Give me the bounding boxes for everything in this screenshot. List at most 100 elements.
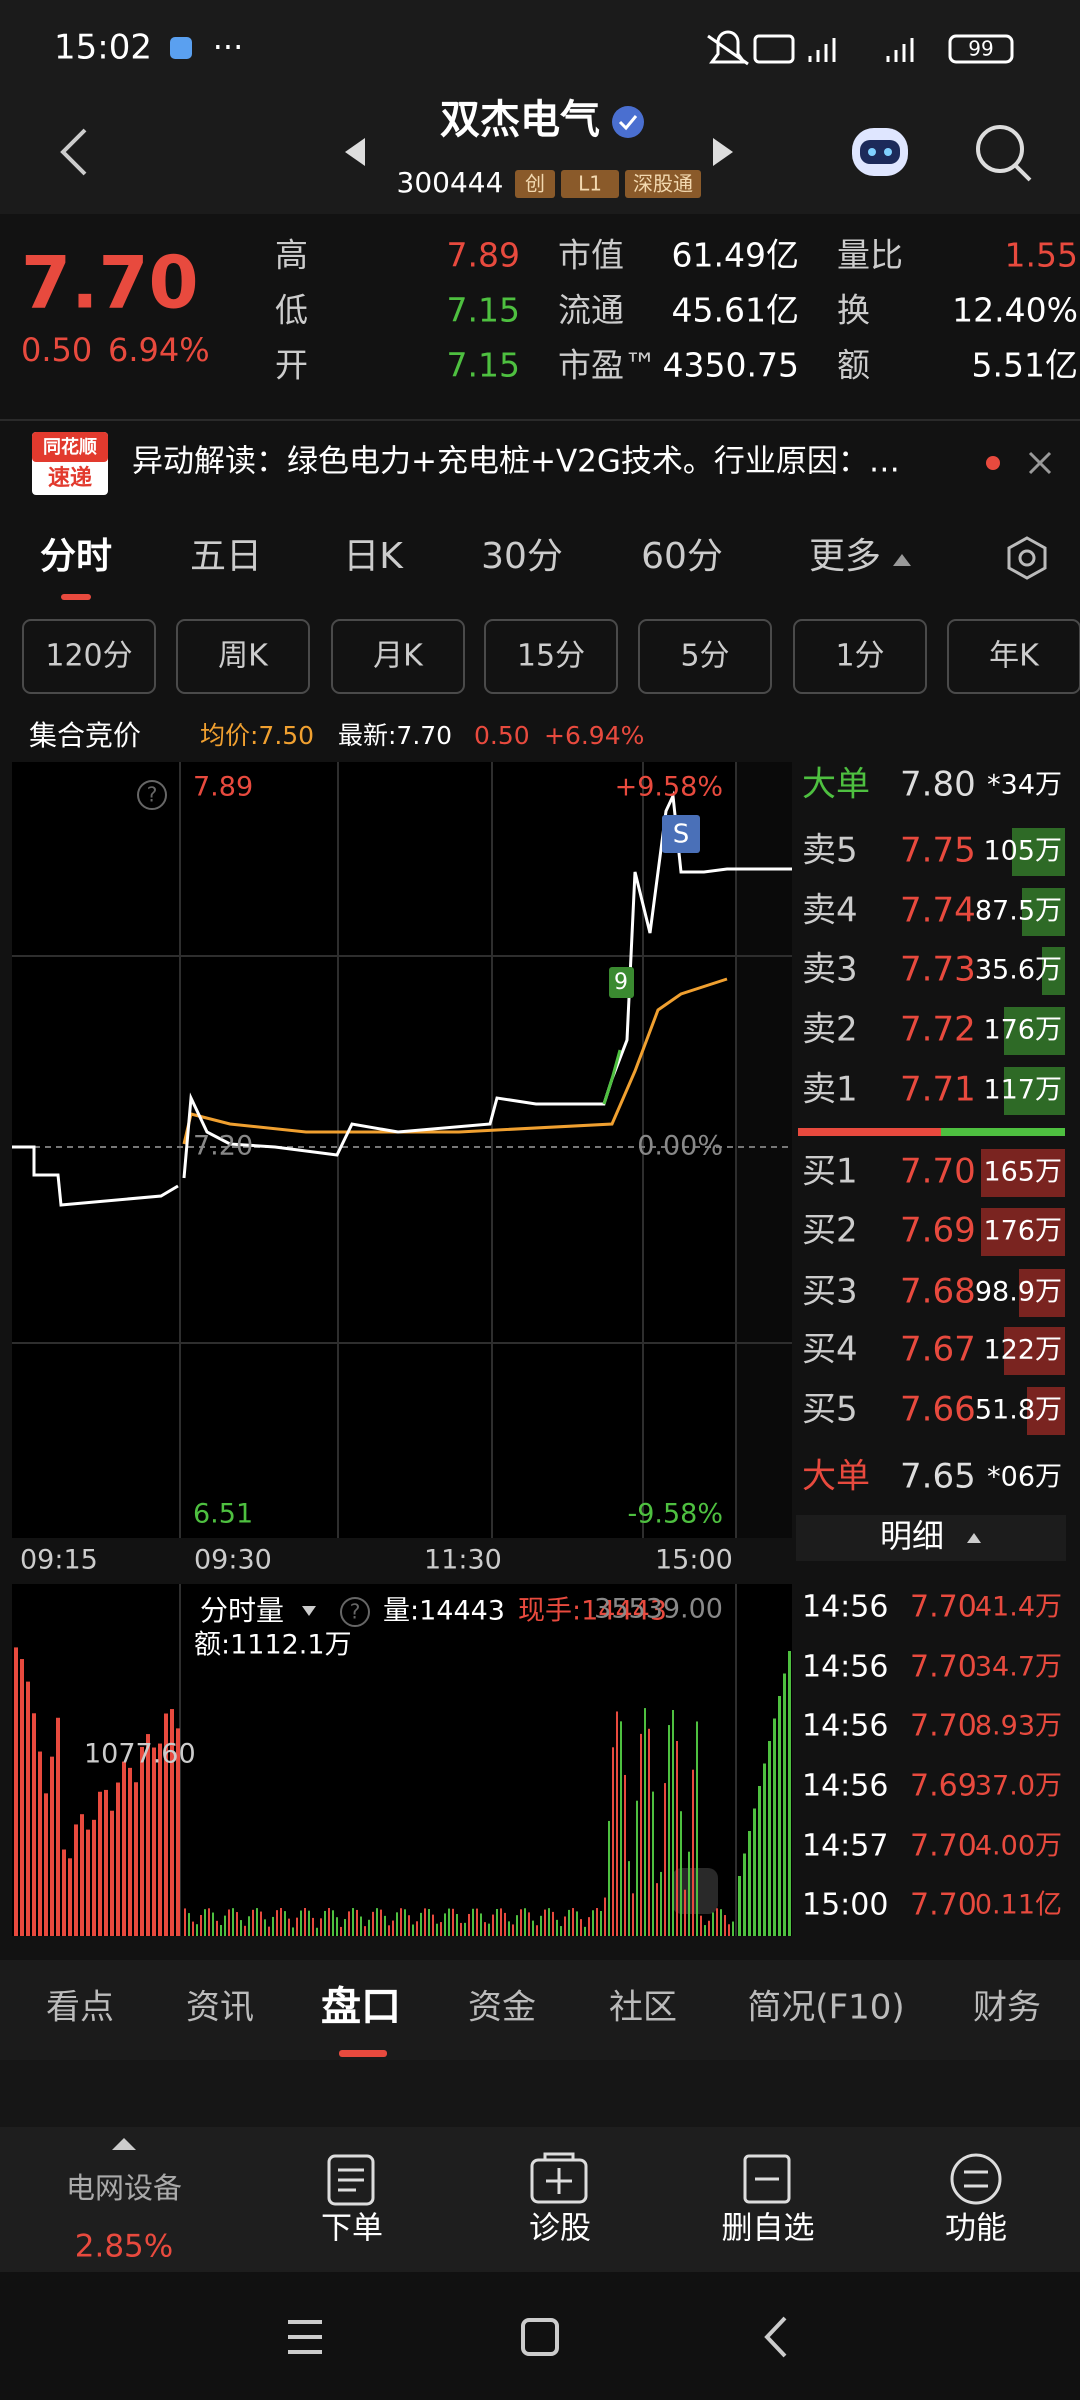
volume-bar bbox=[392, 1920, 394, 1936]
volume-bar bbox=[216, 1920, 218, 1936]
period-tab[interactable]: 分时 bbox=[40, 536, 112, 577]
period-button-label[interactable]: 周K bbox=[218, 639, 269, 674]
volume-help-icon[interactable] bbox=[340, 1597, 370, 1627]
period-button[interactable] bbox=[947, 619, 1080, 694]
volume-bar bbox=[192, 1921, 194, 1936]
ask-volume: 87.5万 bbox=[975, 896, 1062, 927]
volume-bar bbox=[38, 1751, 42, 1936]
stat-value: 4350.75 bbox=[663, 346, 799, 385]
bottom-tab[interactable]: 社区 bbox=[609, 1988, 677, 2028]
volume-bar bbox=[664, 1783, 666, 1936]
bid-price: 7.66 bbox=[900, 1390, 976, 1430]
ask-price: 7.71 bbox=[900, 1070, 976, 1110]
volume-bar bbox=[624, 1774, 626, 1936]
volume-selector[interactable]: 分时量 bbox=[200, 1594, 284, 1627]
period-button[interactable] bbox=[176, 619, 310, 694]
volume-bar bbox=[220, 1925, 222, 1936]
period-button-label[interactable]: 15分 bbox=[517, 639, 585, 674]
stock-tag: L1 bbox=[578, 172, 602, 196]
volume-bar bbox=[56, 1717, 60, 1936]
next-stock[interactable] bbox=[713, 138, 733, 166]
volume-bar bbox=[372, 1911, 374, 1936]
bid-volume: 98.9万 bbox=[975, 1277, 1062, 1308]
toolbar-action[interactable]: 功能 bbox=[945, 2211, 1007, 2247]
stat-label: 额 bbox=[837, 346, 870, 385]
toolbar-action[interactable]: 删自选 bbox=[722, 2211, 815, 2247]
volume-bar bbox=[536, 1925, 538, 1936]
robot-icon[interactable] bbox=[852, 128, 908, 176]
prev-stock[interactable] bbox=[345, 138, 365, 166]
stock-name: 双杰电气 bbox=[440, 97, 600, 143]
period-tab[interactable]: 日K bbox=[343, 536, 404, 577]
volume-bar bbox=[580, 1919, 582, 1936]
detail-volume: 0.11亿 bbox=[975, 1890, 1062, 1921]
big-buy-volume: *06万 bbox=[987, 1462, 1062, 1493]
banner-close[interactable] bbox=[1028, 451, 1052, 475]
volume-bar bbox=[628, 1861, 630, 1936]
banner-text[interactable]: 异动解读：绿色电力+充电桩+V2G技术。行业原因：… bbox=[132, 444, 900, 480]
period-button[interactable] bbox=[638, 619, 772, 694]
period-button[interactable] bbox=[22, 619, 156, 694]
volume-bar bbox=[158, 1743, 162, 1936]
period-tab[interactable]: 60分 bbox=[641, 536, 723, 577]
latest-price: 最新:7.70 bbox=[338, 721, 452, 750]
volume-bar bbox=[528, 1912, 530, 1936]
volume-bar bbox=[110, 1810, 114, 1936]
bottom-tab[interactable]: 财务 bbox=[973, 1988, 1041, 2028]
tab-underline bbox=[61, 594, 91, 600]
bottom-tab[interactable]: 资金 bbox=[468, 1988, 536, 2028]
back-button[interactable] bbox=[60, 128, 87, 176]
expand-button[interactable] bbox=[672, 1868, 718, 1914]
period-button-label[interactable]: 年K bbox=[989, 639, 1040, 674]
bottom-tab[interactable]: 简况(F10) bbox=[747, 1988, 904, 2028]
bottom-tab[interactable]: 看点 bbox=[46, 1988, 114, 2028]
detail-title[interactable]: 明细 bbox=[880, 1517, 944, 1555]
period-button[interactable] bbox=[484, 619, 618, 694]
bottom-tab[interactable]: 盘口 bbox=[321, 1984, 401, 2030]
nav-buttons[interactable] bbox=[288, 2316, 787, 2358]
volume-bar bbox=[92, 1819, 96, 1936]
volume-bar bbox=[576, 1911, 578, 1936]
detail-price: 7.69 bbox=[910, 1769, 977, 1804]
toolbar-action[interactable]: 诊股 bbox=[529, 2211, 591, 2247]
volume-bar bbox=[448, 1908, 450, 1936]
search-button[interactable] bbox=[976, 125, 1032, 182]
period-button-label[interactable]: 1分 bbox=[835, 639, 884, 674]
period-button[interactable] bbox=[331, 619, 465, 694]
volume-bar bbox=[140, 1746, 144, 1936]
period-button[interactable] bbox=[793, 619, 927, 694]
order-volume-bar bbox=[1012, 828, 1065, 876]
period-button-label[interactable]: 月K bbox=[373, 639, 424, 674]
time-axis-label: 09:15 bbox=[20, 1545, 98, 1576]
ask-label: 卖4 bbox=[802, 891, 858, 931]
volume-bar bbox=[676, 1740, 678, 1936]
period-button-label[interactable]: 5分 bbox=[680, 639, 729, 674]
period-button-label[interactable]: 120分 bbox=[45, 639, 132, 674]
help-icon[interactable] bbox=[137, 780, 167, 810]
volume-bar bbox=[492, 1914, 494, 1936]
volume-bar bbox=[672, 1710, 674, 1936]
toolbar-action[interactable]: 下单 bbox=[321, 2211, 383, 2247]
volume-bar bbox=[732, 1921, 734, 1936]
ask-price: 7.73 bbox=[900, 950, 976, 990]
order-volume-bar bbox=[1004, 1007, 1065, 1055]
volume-bar bbox=[152, 1747, 156, 1936]
period-tab[interactable]: 更多 bbox=[809, 536, 881, 577]
detail-price: 7.70 bbox=[910, 1829, 977, 1864]
bottom-tab[interactable]: 资讯 bbox=[186, 1988, 254, 2028]
bid-price: 7.67 bbox=[900, 1330, 976, 1370]
bid-label: 买3 bbox=[802, 1272, 858, 1312]
period-tab[interactable]: 五日 bbox=[190, 536, 262, 577]
volume-bar bbox=[656, 1883, 658, 1936]
detail-time: 14:56 bbox=[802, 1709, 888, 1744]
period-tab[interactable]: 30分 bbox=[481, 536, 563, 577]
volume-bar bbox=[544, 1909, 546, 1936]
price-axis-mid: 7.20 bbox=[193, 1131, 253, 1162]
volume-bar bbox=[552, 1911, 554, 1936]
volume-bar bbox=[464, 1922, 466, 1936]
sector-name[interactable]: 电网设备 bbox=[66, 2171, 182, 2205]
settings-button[interactable] bbox=[1007, 536, 1047, 580]
volume-bar bbox=[280, 1908, 282, 1936]
volume-bar bbox=[572, 1908, 574, 1936]
volume-bar bbox=[404, 1909, 406, 1936]
